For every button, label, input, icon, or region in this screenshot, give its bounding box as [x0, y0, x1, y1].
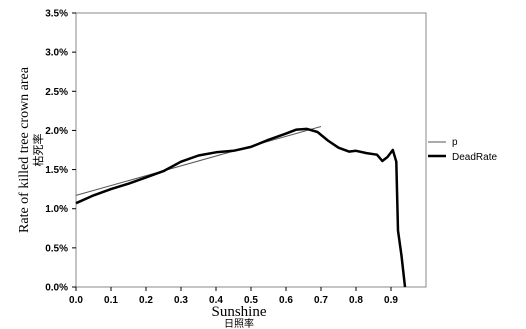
- x-tick-label: 0.8: [349, 295, 363, 306]
- x-tick-label: 0.7: [314, 295, 328, 306]
- x-tick-label: 0.5: [244, 295, 258, 306]
- y-axis-title-jp: 枯死率: [31, 134, 45, 167]
- x-axis-title-jp: 日照率: [224, 317, 254, 329]
- plot-area: [75, 12, 427, 288]
- y-axis: 0.0% 0.5% 1.0% 1.5% 2.0% 2.5% 3.0% 3.5%: [45, 9, 76, 294]
- y-tick-label: 3.5%: [45, 9, 68, 20]
- x-tick-label: 0.1: [104, 295, 118, 306]
- x-tick-label: 0.4: [209, 295, 223, 306]
- x-tick-label: 0.9: [384, 295, 398, 306]
- series-line-deadrate: [75, 127, 407, 288]
- y-axis-title: Rate of killed tree crown area: [17, 66, 32, 233]
- y-tick-label: 3.0%: [45, 48, 68, 59]
- legend: p DeadRate: [428, 137, 497, 163]
- series-line-p: [75, 126, 322, 196]
- y-tick-label: 2.0%: [45, 126, 68, 137]
- y-tick-label: 0.5%: [45, 243, 68, 254]
- x-tick-label: 0.3: [174, 295, 188, 306]
- x-tick-label: 0.6: [279, 295, 293, 306]
- x-axis: 0.0 0.1 0.2 0.3 0.4 0.5 0.6 0.7 0.8 0.9: [69, 287, 398, 306]
- y-tick-label: 0.0%: [45, 283, 68, 294]
- y-tick-label: 2.5%: [45, 87, 68, 98]
- legend-label-p: p: [452, 137, 458, 148]
- y-tick-label: 1.0%: [45, 204, 68, 215]
- series-layer: [75, 126, 407, 288]
- x-tick-label: 0.2: [139, 295, 153, 306]
- x-axis-title: Sunshine: [211, 304, 266, 320]
- y-tick-label: 1.5%: [45, 165, 68, 176]
- x-tick-label: 0.0: [69, 295, 83, 306]
- legend-label-deadrate: DeadRate: [452, 152, 497, 163]
